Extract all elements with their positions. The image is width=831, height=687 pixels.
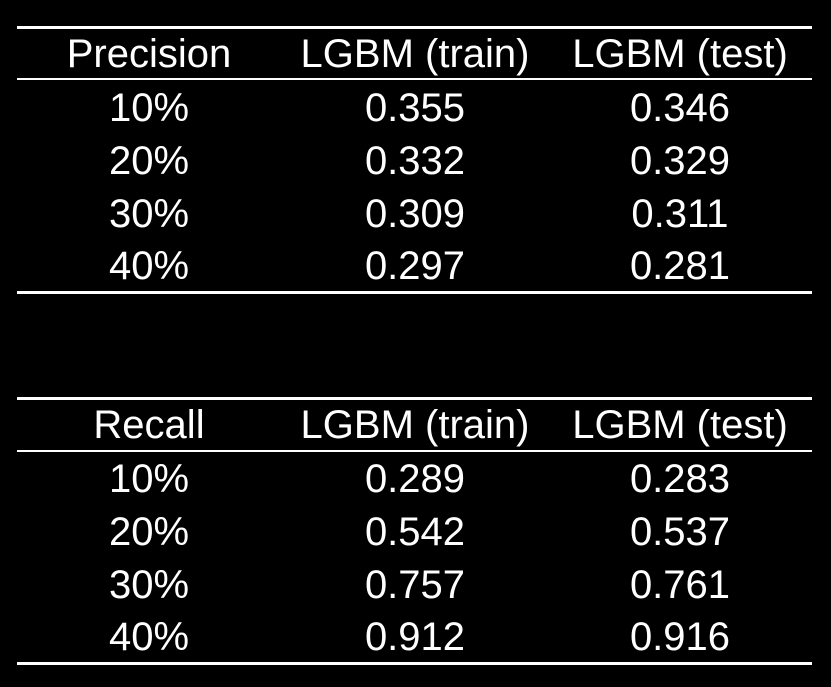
row-label: 10% xyxy=(108,86,190,130)
header-rule xyxy=(17,450,812,452)
row-label: 20% xyxy=(108,510,190,554)
recall-table: Recall LGBM (train) LGBM (test) 10% 0.28… xyxy=(17,397,812,667)
train-value: 0.542 xyxy=(364,510,466,554)
test-value: 0.329 xyxy=(629,139,731,183)
table-row: 20% 0.332 0.329 xyxy=(17,135,812,188)
column-header: LGBM (train) xyxy=(300,32,530,76)
top-rule xyxy=(17,397,812,400)
test-value: 0.761 xyxy=(629,563,731,607)
row-label: 40% xyxy=(108,615,190,659)
column-header: LGBM (train) xyxy=(300,403,530,447)
table-row: 40% 0.297 0.281 xyxy=(17,240,812,293)
train-value: 0.309 xyxy=(364,192,466,236)
row-label: 30% xyxy=(108,192,190,236)
test-value: 0.281 xyxy=(629,244,731,288)
header-row: Recall LGBM (train) LGBM (test) xyxy=(17,399,812,452)
test-value: 0.537 xyxy=(629,510,731,554)
header-rule xyxy=(17,78,812,80)
test-value: 0.283 xyxy=(629,457,731,501)
row-label: 40% xyxy=(108,244,190,288)
precision-table: Precision LGBM (train) LGBM (test) 10% 0… xyxy=(17,26,812,296)
column-header: Recall xyxy=(93,403,205,447)
column-header: Precision xyxy=(66,32,232,76)
column-header: LGBM (test) xyxy=(572,403,788,447)
column-header: LGBM (test) xyxy=(572,32,788,76)
train-value: 0.757 xyxy=(364,563,466,607)
top-rule xyxy=(17,26,812,29)
train-value: 0.297 xyxy=(364,244,466,288)
table-row: 10% 0.355 0.346 xyxy=(17,82,812,135)
train-value: 0.912 xyxy=(364,615,466,659)
test-value: 0.346 xyxy=(629,86,731,130)
table-row: 10% 0.289 0.283 xyxy=(17,453,812,506)
bottom-rule xyxy=(17,291,812,294)
test-value: 0.916 xyxy=(629,615,731,659)
test-value: 0.311 xyxy=(631,192,729,236)
table-row: 40% 0.912 0.916 xyxy=(17,611,812,664)
table-row: 30% 0.757 0.761 xyxy=(17,559,812,612)
table-row: 30% 0.309 0.311 xyxy=(17,188,812,241)
bottom-rule xyxy=(17,662,812,665)
table-row: 20% 0.542 0.537 xyxy=(17,506,812,559)
train-value: 0.289 xyxy=(364,457,466,501)
train-value: 0.332 xyxy=(364,139,466,183)
train-value: 0.355 xyxy=(364,86,466,130)
row-label: 30% xyxy=(108,563,190,607)
row-label: 10% xyxy=(108,457,190,501)
header-row: Precision LGBM (train) LGBM (test) xyxy=(17,28,812,81)
row-label: 20% xyxy=(108,139,190,183)
